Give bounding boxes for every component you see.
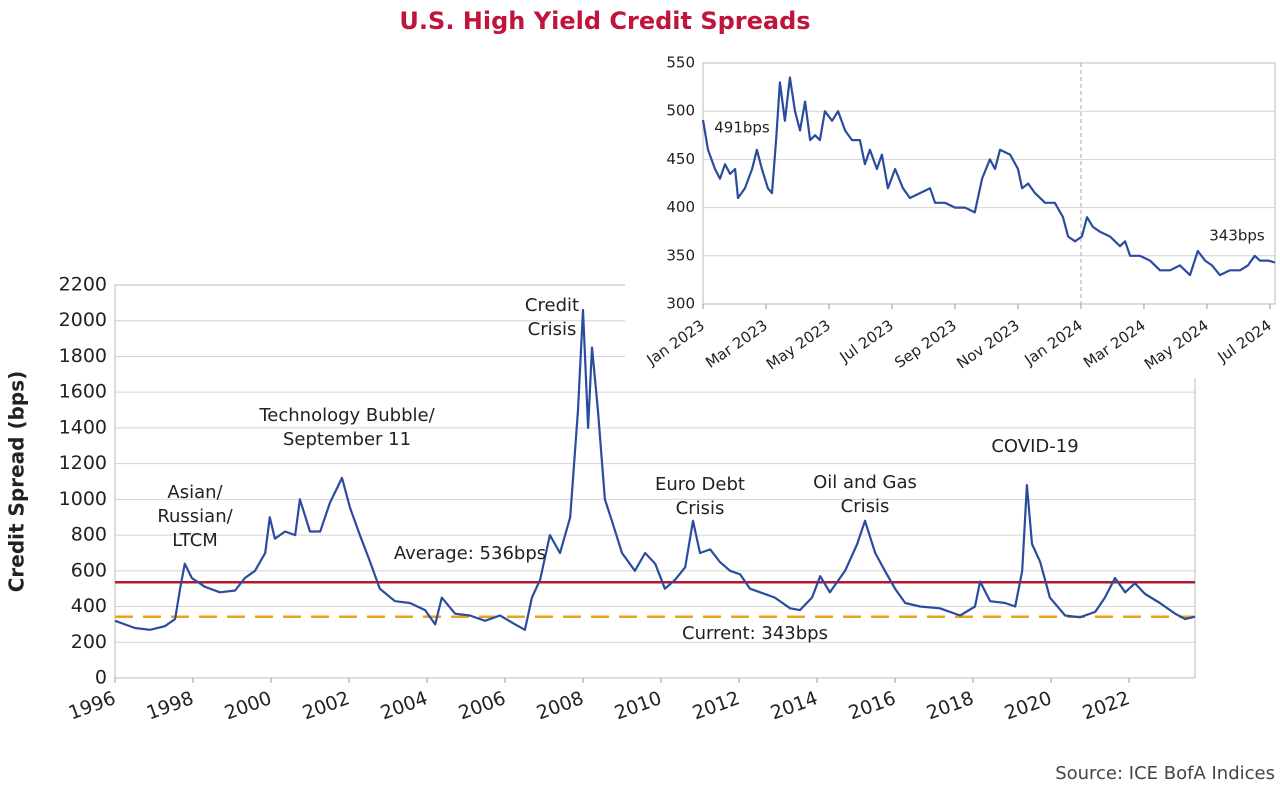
x-tick-label: 2000 [222,687,275,724]
page-title: U.S. High Yield Credit Spreads [399,7,810,35]
y-tick-label: 0 [95,667,107,689]
y-tick-label: 2000 [59,309,107,331]
x-tick-label: 1998 [144,687,197,724]
x-tick-label: 1996 [66,687,119,724]
y-tick-label: 800 [71,524,107,546]
y-tick-label: 1400 [59,416,107,438]
y-tick-label: 1800 [59,345,107,367]
x-tick-label: 2016 [846,687,899,724]
x-tick-label: 2014 [768,687,821,724]
annotation: Oil and Gas [813,472,917,493]
y-tick-label: 1600 [59,381,107,403]
y-tick-label: 300 [666,295,695,313]
x-tick-label: 2012 [690,687,743,724]
y-tick-label: 600 [71,559,107,581]
reference-label: Average: 536bps [394,543,546,564]
x-tick-label: 2020 [1002,687,1055,724]
y-tick-label: 200 [71,631,107,653]
annotation: Asian/ [167,482,223,503]
y-tick-label: 400 [666,198,695,216]
annotation: Russian/ [157,506,233,527]
y-axis-title: Credit Spread (bps) [5,371,29,593]
annotation: Credit [525,295,579,316]
spread-line [114,308,1196,631]
annotation: 343bps [1209,227,1265,245]
annotation: September 11 [283,429,411,450]
y-tick-label: 350 [666,246,695,264]
y-tick-label: 1000 [59,488,107,510]
y-tick-label: 400 [71,595,107,617]
annotation: Technology Bubble/ [258,405,435,426]
y-tick-label: 1200 [59,452,107,474]
x-tick-label: 2002 [300,687,353,724]
source-note: Source: ICE BofA Indices [1055,763,1275,784]
annotation: Crisis [528,319,577,340]
annotation: Crisis [676,498,725,519]
spread-line [701,76,1276,277]
y-tick-label: 450 [666,150,695,168]
inset-background [625,48,1280,378]
x-tick-label: 2010 [612,687,665,724]
annotation: Crisis [841,496,890,517]
x-tick-label: 2006 [456,687,509,724]
reference-label: Current: 343bps [682,623,828,644]
y-tick-label: 500 [666,102,695,120]
annotation: Euro Debt [655,474,745,495]
x-tick-label: 2004 [378,687,431,724]
annotation: 491bps [714,119,770,137]
annotation: LTCM [172,530,218,551]
x-tick-label: 2008 [534,687,587,724]
y-tick-label: 550 [666,54,695,72]
x-tick-label: 2018 [924,687,977,724]
annotation: COVID-19 [991,436,1078,457]
plot-frame [702,62,1276,305]
y-tick-label: 2200 [59,274,107,296]
x-tick-label: 2022 [1080,687,1133,724]
